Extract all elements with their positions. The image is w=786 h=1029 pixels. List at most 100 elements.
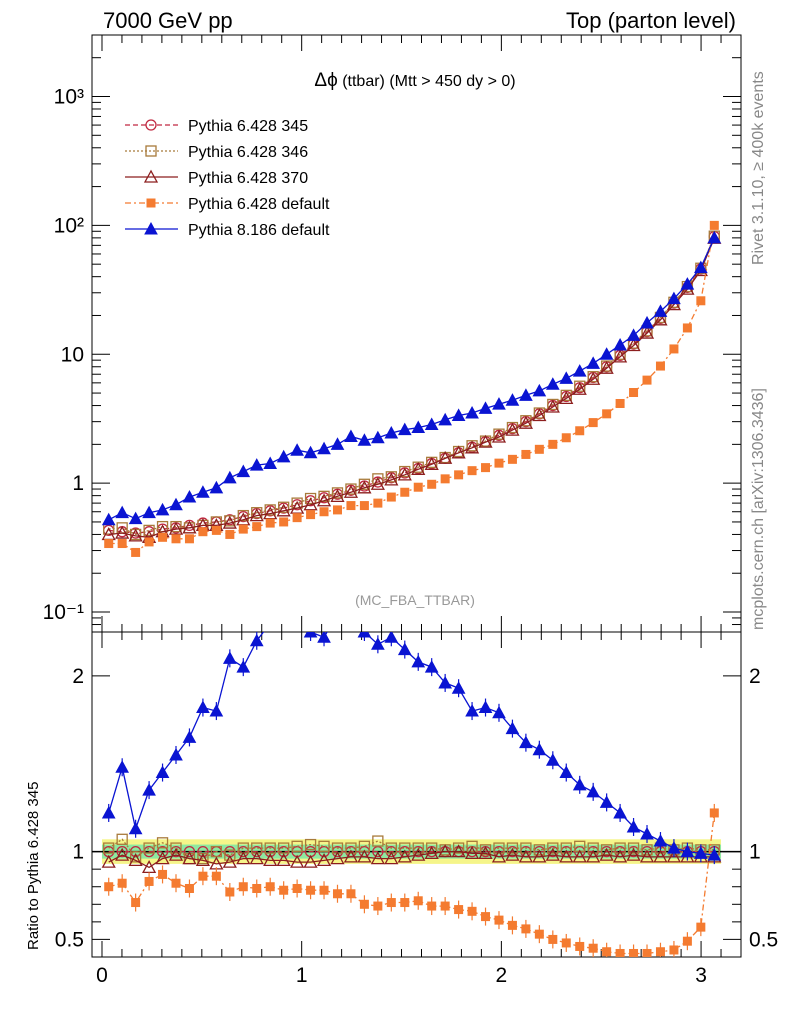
main-point: [575, 426, 585, 436]
main-point: [505, 422, 520, 436]
ratio-point: [141, 860, 157, 874]
main-point: [411, 420, 426, 434]
ratio-point: [682, 936, 692, 946]
main-point: [303, 445, 318, 459]
main-point: [548, 439, 558, 449]
legend-label: Pythia 6.428 default: [188, 196, 330, 213]
main-point: [306, 510, 316, 520]
ratio-point: [158, 869, 168, 879]
ratio-point: [249, 851, 264, 865]
main-point: [290, 443, 304, 456]
ratio-point: [399, 842, 411, 854]
main-point: [399, 465, 411, 478]
ratio-point: [613, 849, 628, 863]
ratio-point: [534, 929, 544, 939]
ratio-series-1: [103, 833, 720, 865]
ratio-point: [238, 882, 248, 892]
main-point: [184, 534, 194, 544]
legend-label: Pythia 6.428 345: [188, 118, 308, 135]
ratio-point: [559, 765, 574, 779]
main-point: [492, 397, 506, 410]
ratio-point: [520, 842, 532, 854]
ratio-point: [372, 835, 384, 847]
main-point: [143, 524, 155, 537]
main-point: [532, 408, 547, 422]
main-ticks: 10⁻¹ 1 10 10² 10³: [43, 34, 741, 633]
ratio-point: [602, 947, 612, 957]
main-point: [505, 393, 520, 406]
main-point: [222, 470, 237, 484]
ratio-point: [195, 853, 211, 867]
main-point: [358, 478, 371, 490]
main-point: [316, 493, 332, 507]
ratio-point: [505, 721, 520, 735]
main-point: [694, 260, 708, 274]
legend-marker: [146, 198, 156, 208]
main-point: [424, 417, 439, 431]
main-point: [276, 503, 291, 517]
main-point: [559, 371, 574, 384]
ratio-point: [640, 826, 654, 840]
ratio-point: [343, 849, 359, 863]
ratio-point: [236, 660, 251, 673]
legend-label: Pythia 8.186 default: [188, 222, 330, 239]
ratio-y-tick-label-left: 2: [72, 665, 84, 688]
ratio-point: [411, 654, 426, 668]
main-point: [465, 405, 479, 419]
main-point: [599, 360, 614, 374]
ratio-point: [655, 947, 665, 957]
ratio-point: [156, 837, 169, 849]
main-point: [252, 522, 262, 532]
ratio-point: [168, 847, 184, 861]
main-point: [303, 497, 318, 511]
main-point: [572, 381, 587, 395]
ratio-point: [211, 871, 221, 881]
main-point: [545, 377, 560, 390]
ratio-point: [694, 846, 708, 859]
x-tick-label: 1: [296, 964, 308, 987]
ratio-point: [373, 901, 383, 911]
main-point: [128, 511, 143, 525]
ratio-point: [507, 920, 517, 930]
main-point: [209, 480, 224, 494]
main-series-3: [104, 220, 719, 557]
main-point: [225, 529, 235, 539]
ratio-point: [317, 632, 331, 643]
ratio-point: [183, 845, 196, 858]
main-point: [346, 501, 356, 511]
main-point: [626, 328, 641, 341]
main-point: [222, 515, 237, 529]
ratio-point: [128, 853, 143, 867]
ratio-point: [371, 637, 385, 650]
main-point: [384, 472, 399, 486]
ratio-point: [292, 883, 302, 893]
ratio-point: [303, 632, 318, 638]
main-point: [343, 484, 359, 498]
main-point: [128, 528, 143, 542]
main-point: [640, 315, 654, 329]
ratio-point: [587, 842, 599, 854]
main-point: [249, 458, 264, 471]
main-point: [386, 492, 396, 502]
ratio-point: [357, 849, 372, 863]
mcplots-label: mcplots.cern.ch [arXiv:1306.3436]: [750, 388, 767, 630]
ratio-point: [532, 849, 547, 863]
legend-marker: [144, 221, 158, 235]
main-point: [278, 501, 290, 513]
main-point: [669, 344, 679, 354]
main-point: [397, 422, 412, 436]
ratio-point: [451, 844, 466, 858]
ratio-point: [142, 783, 156, 796]
main-point: [263, 456, 278, 470]
legend-label: Pythia 6.428 346: [188, 144, 308, 161]
ratio-point: [330, 851, 345, 865]
ratio-point: [171, 878, 181, 888]
main-point: [587, 371, 599, 383]
main-point: [561, 433, 571, 443]
main-point: [438, 450, 453, 464]
ratio-point: [318, 840, 330, 852]
main-point: [519, 388, 533, 401]
legend-label: Pythia 6.428 370: [188, 170, 308, 187]
ratio-point: [505, 847, 520, 861]
ratio-point: [276, 853, 291, 867]
